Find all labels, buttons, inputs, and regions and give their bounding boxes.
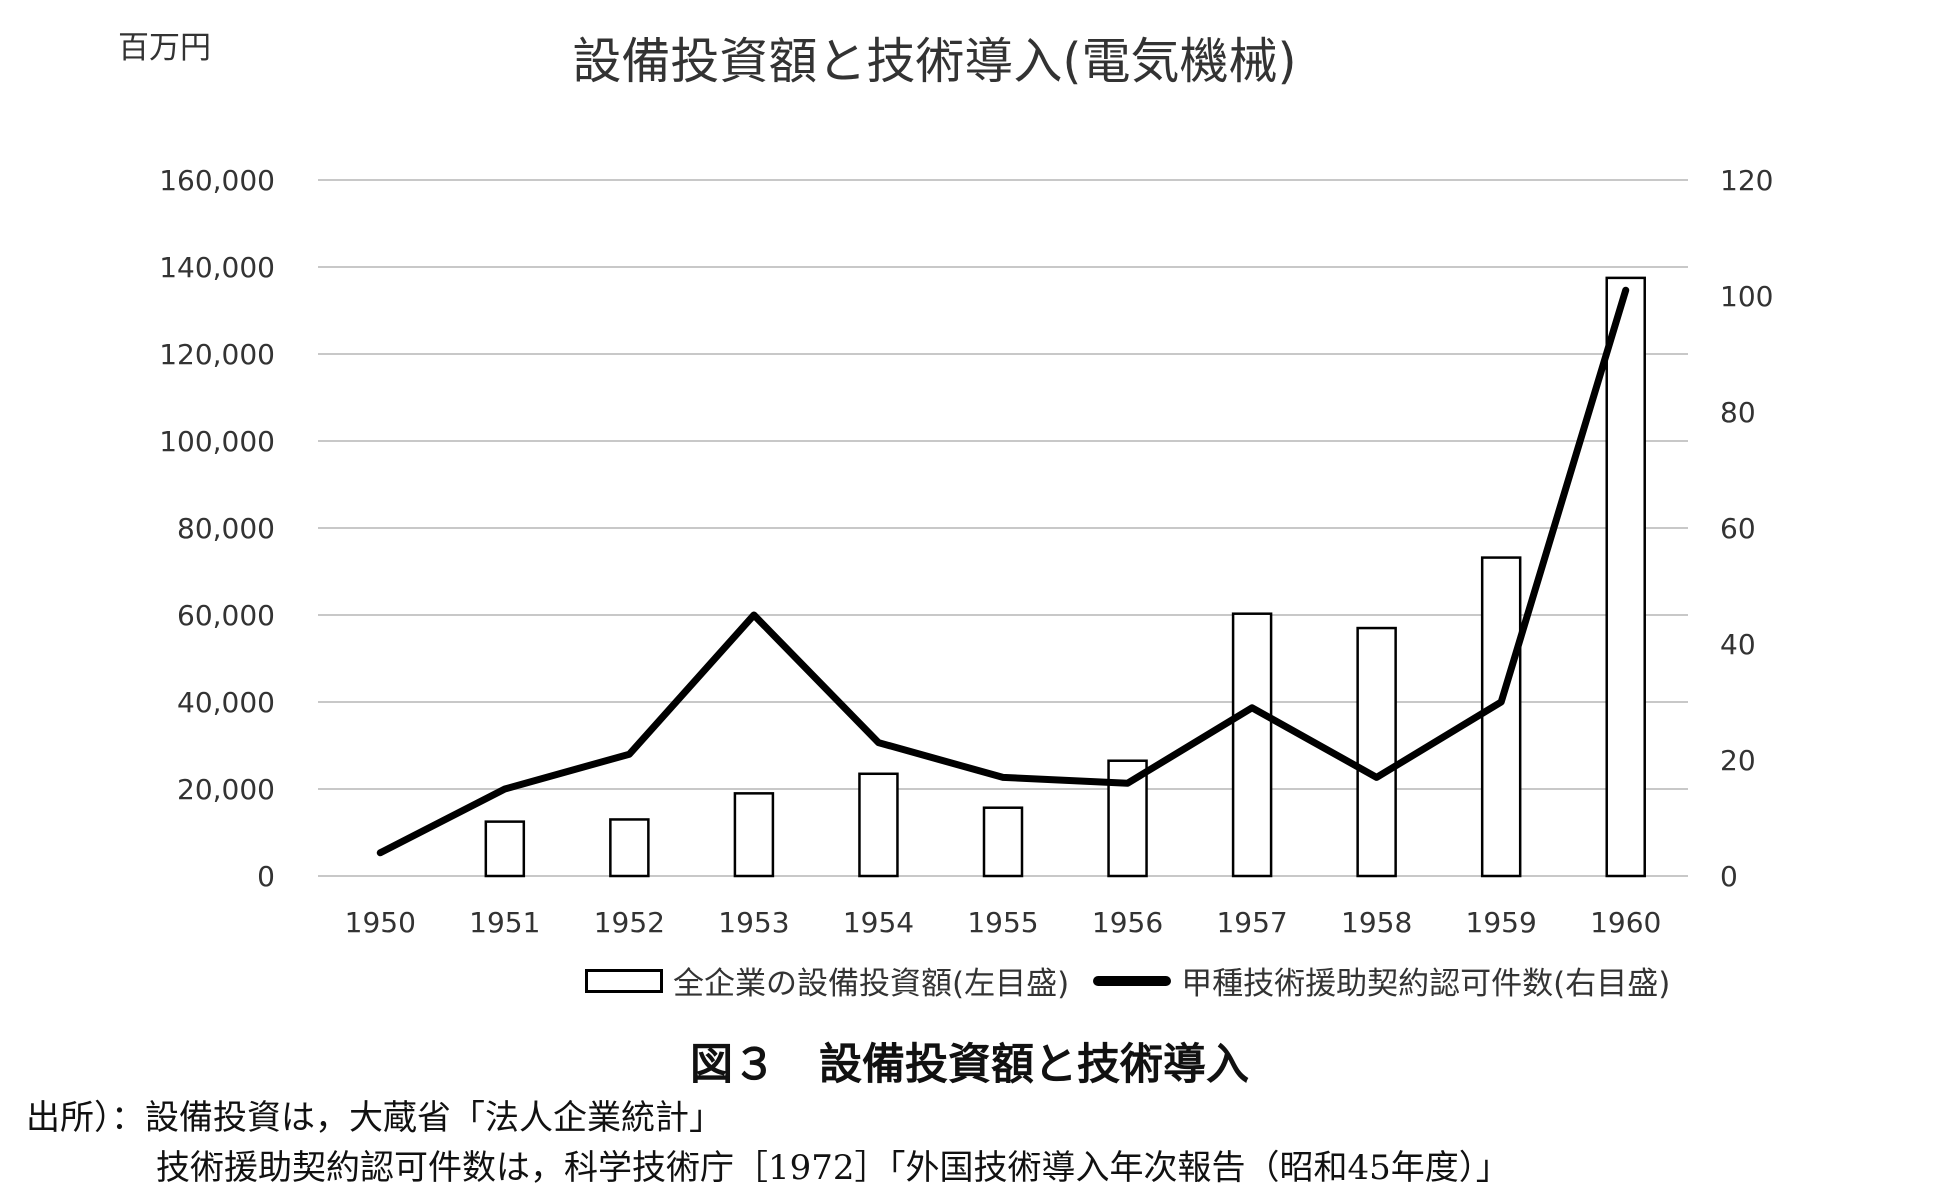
- right-axis: 0 20 40 60 80 100 120: [1720, 164, 1773, 893]
- x-axis-tick-label: 1960: [1590, 906, 1661, 939]
- right-axis-tick-label: 40: [1720, 628, 1756, 661]
- source-line-2: 技術援助契約認可件数は，科学技術庁［1972］「外国技術導入年次報告（昭和45年…: [156, 1148, 1510, 1188]
- bar: [484, 820, 526, 878]
- source-line-1: 出所）：設備投資は，大蔵省「法人企業統計」: [26, 1098, 723, 1138]
- right-axis-tick-label: 80: [1720, 396, 1756, 429]
- bar: [1231, 612, 1273, 878]
- left-axis-tick-label: 120,000: [159, 338, 275, 371]
- gridlines: [318, 179, 1688, 877]
- bar: [609, 818, 650, 878]
- figure-caption: 図３ 設備投資額と技術導入: [690, 1040, 1249, 1090]
- x-axis-tick-label: 1954: [843, 906, 914, 939]
- source-note: 出所）：設備投資は，大蔵省「法人企業統計」 技術援助契約認可件数は，科学技術庁［…: [26, 1093, 1510, 1193]
- right-axis-tick-label: 100: [1720, 280, 1773, 313]
- right-axis-tick-label: 120: [1720, 164, 1773, 197]
- chart-title: 設備投資額と技術導入(電気機械): [572, 33, 1297, 90]
- x-axis-tick-label: 1951: [469, 906, 540, 939]
- left-axis-unit: 百万円: [118, 30, 211, 66]
- left-axis-tick-label: 100,000: [159, 425, 275, 458]
- left-axis-tick-label: 40,000: [177, 686, 275, 719]
- right-axis-tick-label: 0: [1720, 860, 1738, 893]
- x-axis-tick-label: 1955: [967, 906, 1038, 939]
- x-axis-tick-label: 1950: [345, 906, 416, 939]
- right-axis-tick-label: 20: [1720, 744, 1756, 777]
- x-axis-tick-label: 1952: [594, 906, 665, 939]
- bar: [1605, 276, 1646, 878]
- bar: [858, 772, 899, 878]
- bar: [733, 792, 775, 878]
- bar: [982, 806, 1024, 878]
- left-axis-tick-label: 140,000: [159, 251, 275, 284]
- x-axis-tick-label: 1957: [1216, 906, 1287, 939]
- bar-series: [484, 276, 1646, 878]
- left-axis: 0 20,000 40,000 60,000 80,000 100,000 120,000 1…: [159, 164, 275, 893]
- right-axis-tick-label: 60: [1720, 512, 1756, 545]
- x-axis-tick-label: 1956: [1092, 906, 1163, 939]
- x-axis-tick-label: 1953: [718, 906, 789, 939]
- legend-bar-label: 全企業の設備投資額(左目盛): [673, 966, 1070, 1002]
- legend-line-swatch: [1093, 975, 1172, 986]
- bar: [1480, 556, 1522, 878]
- line-path: [376, 286, 1630, 857]
- legend-line-label: 甲種技術援助契約認可件数(右目盛): [1181, 966, 1671, 1002]
- line-series: [376, 286, 1630, 857]
- legend: 全企業の設備投資額(左目盛) 甲種技術援助契約認可件数(右目盛): [585, 958, 1670, 1003]
- x-axis: 1950 1951 1952 1953 1954 1955 1956 1957 1958 1959…: [345, 906, 1662, 939]
- left-axis-tick-label: 60,000: [177, 599, 275, 632]
- legend-bar-swatch: [585, 968, 663, 993]
- x-axis-tick-label: 1958: [1341, 906, 1412, 939]
- left-axis-tick-label: 160,000: [159, 164, 275, 197]
- x-axis-tick-label: 1959: [1466, 906, 1537, 939]
- bar: [1356, 626, 1397, 878]
- left-axis-tick-label: 0: [257, 860, 275, 893]
- left-axis-tick-label: 80,000: [177, 512, 275, 545]
- left-axis-tick-label: 20,000: [177, 773, 275, 806]
